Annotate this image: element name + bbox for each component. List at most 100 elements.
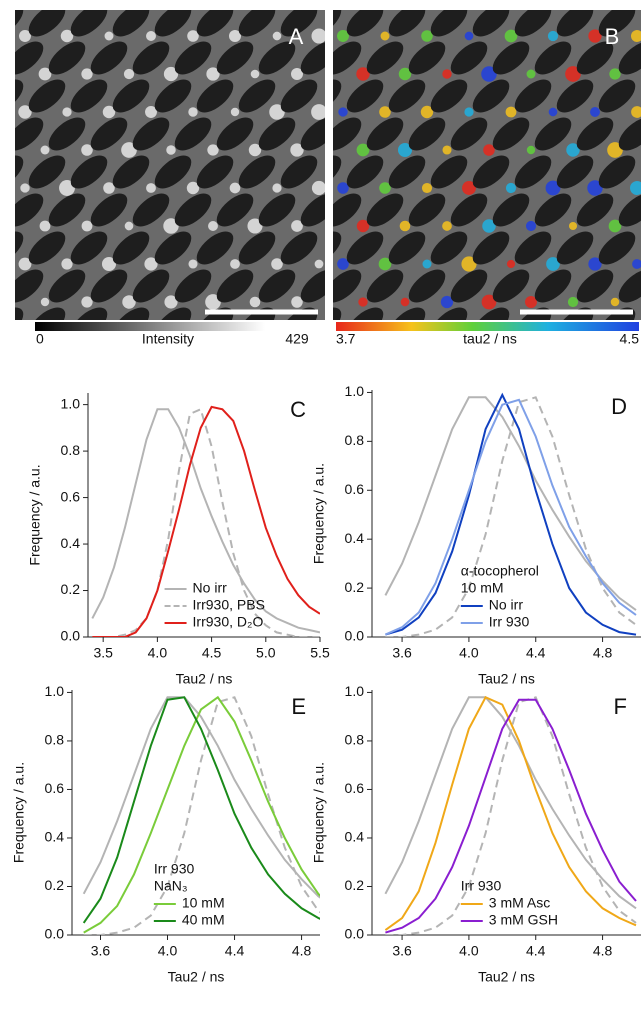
cell (15, 193, 44, 227)
colorbar-min: 0 (36, 331, 44, 347)
cell (576, 193, 614, 227)
membrane (311, 104, 325, 120)
cell (346, 10, 384, 37)
panel-label: C (290, 397, 306, 422)
membrane (526, 69, 536, 79)
cell (346, 79, 384, 113)
cell (556, 155, 594, 189)
x-tick-label: 4.0 (158, 943, 178, 959)
panel-label: E (291, 694, 306, 719)
y-tick-label: 0.6 (345, 780, 365, 796)
cell (258, 117, 296, 151)
membrane (144, 257, 158, 271)
cell (112, 10, 150, 37)
cell (346, 231, 384, 265)
membrane (338, 107, 348, 117)
membrane (272, 31, 282, 41)
cell (492, 117, 530, 151)
membrane (39, 220, 51, 232)
cell (258, 41, 296, 75)
cell (196, 79, 234, 113)
cell (216, 117, 254, 151)
cell (598, 231, 636, 265)
y-tick-label: 1.0 (345, 383, 365, 399)
membrane (145, 106, 157, 118)
cell (472, 307, 510, 320)
cell (238, 231, 276, 265)
membrane (398, 67, 412, 81)
colorbar-max: 429 (285, 331, 309, 347)
x-tick-label: 3.6 (392, 943, 412, 959)
colorbar-min: 3.7 (336, 331, 356, 347)
membrane (337, 258, 349, 270)
cell (174, 117, 212, 151)
y-axis-label: Frequency / a.u. (27, 464, 43, 565)
cell (492, 269, 530, 303)
panel-label: B (605, 24, 620, 49)
cell (430, 10, 468, 37)
y-tick-label: 0.4 (345, 530, 365, 546)
cell (333, 41, 362, 75)
membrane (61, 258, 73, 270)
membrane (400, 297, 410, 307)
membrane (271, 258, 283, 270)
cell (238, 10, 276, 37)
membrane (568, 221, 578, 231)
y-tick-label: 0.0 (45, 926, 65, 942)
y-tick-label: 1.0 (345, 683, 365, 699)
cell (28, 155, 66, 189)
membrane (547, 30, 559, 42)
membrane (440, 295, 454, 309)
membrane (146, 183, 156, 193)
cell (280, 155, 318, 189)
cell (70, 155, 108, 189)
x-tick-label: 4.5 (202, 645, 222, 661)
series-line (91, 408, 320, 634)
cell (258, 193, 296, 227)
legend-label: 10 mM (182, 895, 225, 911)
membrane (205, 294, 221, 310)
cell (514, 155, 552, 189)
membrane (290, 143, 304, 157)
membrane (545, 180, 561, 196)
cell (15, 41, 44, 75)
cell (618, 117, 641, 151)
membrane (588, 257, 602, 271)
membrane (610, 297, 620, 307)
colorbar-title: Intensity (142, 331, 194, 347)
membrane (587, 180, 603, 196)
x-axis-label: Tau2 / ns (168, 969, 225, 985)
membrane (337, 30, 349, 42)
membrane (314, 335, 323, 344)
cell (388, 307, 426, 320)
membrane (565, 66, 581, 82)
membrane (482, 219, 496, 233)
cell (430, 231, 468, 265)
membrane (464, 107, 474, 117)
cell (70, 79, 108, 113)
membrane (378, 257, 392, 271)
membrane (590, 107, 600, 117)
micrograph-a (15, 10, 325, 344)
cell (196, 155, 234, 189)
legend-label: 40 mM (182, 912, 225, 928)
membrane (379, 106, 391, 118)
membrane (311, 28, 325, 44)
cell (514, 231, 552, 265)
membrane (186, 181, 200, 195)
cell (388, 10, 426, 37)
cell (216, 193, 254, 227)
x-axis-label: Tau2 / ns (478, 671, 535, 687)
membrane (420, 105, 434, 119)
cell (408, 193, 446, 227)
membrane (379, 182, 391, 194)
cell (90, 117, 128, 151)
cell (333, 193, 362, 227)
membrane (421, 334, 434, 347)
cell (48, 117, 86, 151)
cell (556, 79, 594, 113)
cell (618, 193, 641, 227)
cell (48, 269, 86, 303)
y-tick-label: 0.0 (61, 628, 81, 644)
membrane (102, 105, 116, 119)
